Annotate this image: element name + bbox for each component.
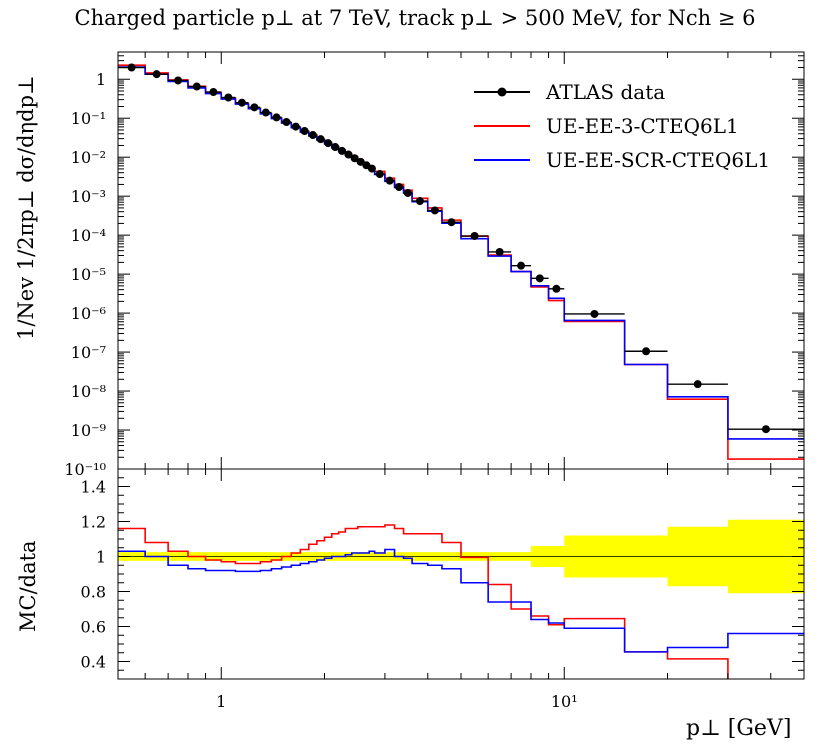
- y-tick-label: 10⁻³: [71, 187, 106, 206]
- main-plot-area: [118, 63, 804, 460]
- ratio-y-tick-label: 1: [96, 548, 106, 567]
- data-point: [415, 197, 424, 206]
- data-point: [495, 247, 504, 256]
- chart-title: Charged particle p⊥ at 7 TeV, track p⊥ >…: [0, 6, 830, 30]
- y-tick-label: 10⁻⁵: [71, 265, 106, 284]
- data-point: [209, 88, 218, 97]
- data-point: [237, 98, 246, 107]
- data-point: [517, 261, 526, 270]
- legend-label: UE-EE-SCR-CTEQ6L1: [546, 148, 770, 172]
- data-point: [261, 108, 270, 117]
- data-point: [192, 82, 201, 91]
- data-point: [356, 157, 365, 166]
- data-point: [375, 170, 384, 179]
- y-tick-label: 1: [96, 70, 106, 89]
- y-tick-label: 10⁻¹: [71, 109, 106, 128]
- y-tick-label: 10⁻⁶: [71, 304, 106, 323]
- data-point: [338, 146, 347, 155]
- data-point: [300, 126, 309, 135]
- main-y-axis-label: 1/Nev 1/2πp⊥ dσ/dηdp⊥: [14, 75, 38, 340]
- ratio-y-tick-label: 1.4: [81, 478, 106, 497]
- data-point: [470, 232, 479, 241]
- ratio-line-ue-ee-scr: [118, 548, 804, 653]
- data-point: [590, 309, 599, 318]
- y-tick-label: 10⁻⁷: [71, 343, 106, 362]
- ratio-y-tick-label: 0.6: [81, 618, 106, 637]
- data-point: [385, 176, 394, 185]
- ratio-y-tick-label: 1.2: [81, 513, 106, 532]
- data-point: [324, 139, 333, 148]
- data-point: [403, 188, 412, 197]
- ratio-y-tick-label: 0.4: [81, 653, 106, 672]
- legend-marker: [497, 87, 507, 97]
- data-point: [272, 113, 281, 122]
- data-point: [430, 206, 439, 215]
- main-panel: 1 10⁻¹ 10⁻² 10⁻³ 10⁻⁴ 10⁻⁵ 10⁻⁶ 10⁻⁷ 10⁻⁸ 10⁻⁹ 10⁻…: [64, 51, 805, 479]
- data-point: [642, 347, 651, 356]
- data-point: [344, 150, 353, 159]
- data-point: [308, 131, 317, 140]
- chart-title-text: Charged particle p⊥ at 7 TeV, track p⊥ >…: [74, 6, 756, 30]
- data-point: [447, 218, 456, 227]
- data-point: [367, 164, 376, 173]
- data-point: [395, 182, 404, 191]
- data-point: [224, 93, 233, 102]
- data-point: [693, 380, 702, 389]
- data-point: [250, 103, 259, 112]
- data-point: [331, 143, 340, 152]
- data-point: [282, 117, 291, 126]
- data-point: [174, 76, 183, 85]
- x-tick-label: 1: [216, 692, 226, 711]
- ratio-y-axis-label: MC/data: [16, 540, 40, 632]
- data-point: [316, 135, 325, 144]
- legend-label: UE-EE-3-CTEQ6L1: [546, 114, 739, 138]
- data-point: [127, 63, 136, 72]
- y-tick-label: 10⁻⁴: [71, 226, 106, 245]
- legend: ATLAS data UE-EE-3-CTEQ6L1 UE-EE-SCR-CTEQ6…: [474, 80, 770, 172]
- data-point: [535, 274, 544, 283]
- x-axis-label: p⊥ [GeV]: [686, 716, 792, 741]
- data-point: [152, 70, 161, 79]
- y-tick-label: 10⁻²: [71, 148, 106, 167]
- ratio-plot-area: [118, 524, 804, 679]
- data-point: [761, 425, 770, 434]
- legend-label: ATLAS data: [545, 80, 665, 104]
- ratio-y-tick-label: 0.8: [81, 583, 106, 602]
- y-tick-label: 10⁻⁸: [71, 382, 106, 401]
- ratio-panel: 1 10¹ 0.4 0.6 0.8 1 1.2 1.4: [81, 468, 805, 711]
- y-tick-label: 10⁻⁹: [71, 421, 107, 440]
- y-tick-label: 10⁻¹⁰: [64, 460, 106, 479]
- data-point: [552, 284, 561, 293]
- data-point: [350, 154, 359, 163]
- x-tick-label: 10¹: [551, 692, 578, 711]
- data-point: [291, 122, 300, 131]
